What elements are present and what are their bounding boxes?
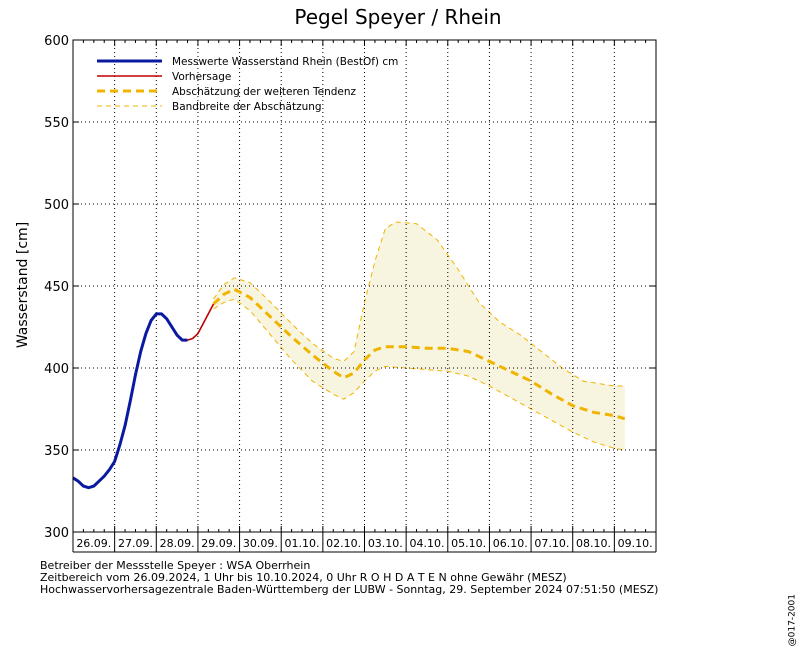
legend-label-1: Messwerte Wasserstand Rhein (BestOf) cm — [172, 56, 398, 68]
plot-frame — [72, 39, 657, 553]
band-upper-line — [213, 221, 625, 387]
x-tick-label-13: 09.10. — [618, 537, 653, 550]
y-tick-label-500: 500 — [44, 198, 69, 213]
x-tick-label-2: 28.09. — [160, 537, 195, 550]
x-tick-label-10: 06.10. — [493, 537, 528, 550]
side-code: @017-2001 — [787, 594, 797, 646]
water-level-chart: Pegel Speyer / Rhein Wasserstand [cm] 30… — [15, 5, 657, 553]
x-tick-label-7: 03.10. — [368, 537, 403, 550]
x-tick-labels: 26.09. 27.09. 28.09. 29.09. 30.09. 01.10. 02.1… — [76, 537, 652, 550]
y-tick-label-450: 450 — [44, 280, 69, 295]
y-tick-label-600: 600 — [44, 34, 69, 49]
legend: Messwerte Wasserstand Rhein (BestOf) cm V… — [97, 56, 398, 113]
series-line-2 — [187, 303, 215, 341]
legend-label-3: Abschätzung der weiteren Tendenz — [172, 86, 357, 98]
y-axis-label: Wasserstand [cm] — [15, 222, 31, 348]
band-area — [213, 222, 625, 450]
grid-lines — [73, 40, 656, 532]
x-tick-label-9: 05.10. — [451, 537, 486, 550]
y-tick-label-550: 550 — [44, 116, 69, 131]
legend-label-4: Bandbreite der Abschätzung — [172, 101, 322, 113]
plot-border — [72, 39, 657, 533]
footer-operator: Betreiber der Messstelle Speyer : WSA Ob… — [40, 559, 311, 572]
x-tick-label-0: 26.09. — [76, 537, 111, 550]
x-tick-label-11: 07.10. — [534, 537, 569, 550]
series-line-1 — [72, 312, 188, 490]
footer-time-range: Zeitbereich vom 26.09.2024, 1 Uhr bis 10… — [40, 571, 567, 584]
y-tick-label-400: 400 — [44, 362, 69, 377]
x-tick-label-6: 02.10. — [326, 537, 361, 550]
y-tick-labels: 300 350 400 450 500 550 600 — [44, 34, 69, 541]
series-line-3 — [212, 287, 626, 421]
y-tick-label-300: 300 — [44, 526, 69, 541]
x-tick-label-3: 29.09. — [201, 537, 236, 550]
chart-title: Pegel Speyer / Rhein — [294, 5, 501, 29]
band-lower-line — [213, 298, 625, 451]
y-tick-label-350: 350 — [44, 444, 69, 459]
legend-label-2: Vorhersage — [172, 71, 231, 83]
estimate-band — [213, 221, 625, 451]
x-tick-label-5: 01.10. — [285, 537, 320, 550]
footer-source: Hochwasservorhersagezentrale Baden-Württ… — [40, 583, 659, 596]
x-tick-label-1: 27.09. — [118, 537, 153, 550]
x-tick-label-8: 04.10. — [409, 537, 444, 550]
x-tick-label-12: 08.10. — [576, 537, 611, 550]
series-lines — [72, 287, 626, 490]
x-tick-label-4: 30.09. — [243, 537, 278, 550]
